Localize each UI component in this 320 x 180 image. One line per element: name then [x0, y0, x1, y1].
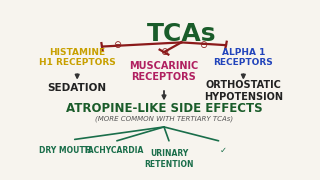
Text: ⊖: ⊖	[160, 47, 168, 57]
Text: HISTAMINE
H1 RECEPTORS: HISTAMINE H1 RECEPTORS	[39, 48, 116, 67]
Text: SEDATION: SEDATION	[48, 83, 107, 93]
Text: ⊖: ⊖	[200, 40, 208, 50]
Text: TACHYCARDIA: TACHYCARDIA	[84, 146, 145, 155]
Text: DRY MOUTH: DRY MOUTH	[39, 146, 91, 155]
Text: ⊖: ⊖	[113, 40, 121, 50]
Text: ORTHOSTATIC
HYPOTENSION: ORTHOSTATIC HYPOTENSION	[204, 80, 283, 102]
Text: (MORE COMMON WITH TERTIARY TCAs): (MORE COMMON WITH TERTIARY TCAs)	[95, 115, 233, 122]
Text: TCAs: TCAs	[147, 22, 216, 46]
Text: ATROPINE-LIKE SIDE EFFECTS: ATROPINE-LIKE SIDE EFFECTS	[66, 102, 262, 115]
Text: ALPHA 1
RECEPTORS: ALPHA 1 RECEPTORS	[213, 48, 273, 67]
Text: MUSCARINIC
RECEPTORS: MUSCARINIC RECEPTORS	[129, 61, 199, 82]
Text: URINARY
RETENTION: URINARY RETENTION	[144, 149, 194, 168]
Text: ✓: ✓	[220, 146, 227, 155]
